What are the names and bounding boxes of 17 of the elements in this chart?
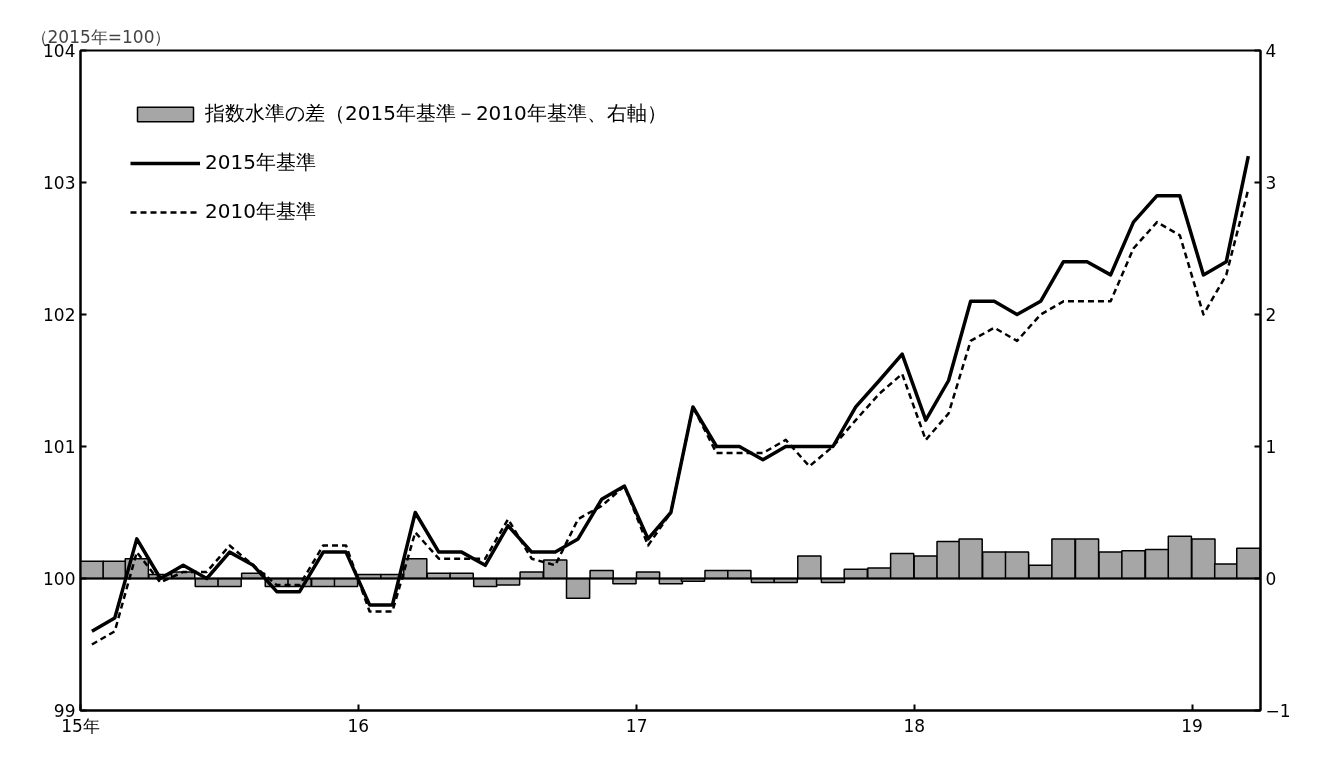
y2-tick-label: 2 [1265,305,1277,325]
y2-tick-label: −1 [1265,701,1291,721]
y2-tick-label: 4 [1265,41,1277,61]
x-tick-label: 19 [1181,715,1203,736]
legend-label: 2010年基準 [205,198,316,225]
x-tick-label: 17 [625,715,648,736]
legend-label: 指数水準の差（2015年基準－2010年基準、右軸） [205,100,667,127]
y2-tick-label: 0 [1265,569,1277,589]
x-tick-label: 16 [347,715,370,736]
y-tick-label: 100 [43,569,76,589]
y-tick-label: 102 [43,305,76,325]
legend-label: 2015年基準 [205,149,316,176]
y2-tick-label: 1 [1265,437,1277,457]
y-tick-label: 101 [43,437,76,457]
y2-tick-label: 3 [1265,173,1277,193]
y-tick-label: 103 [43,173,76,193]
x-tick-label: 18 [903,715,926,736]
